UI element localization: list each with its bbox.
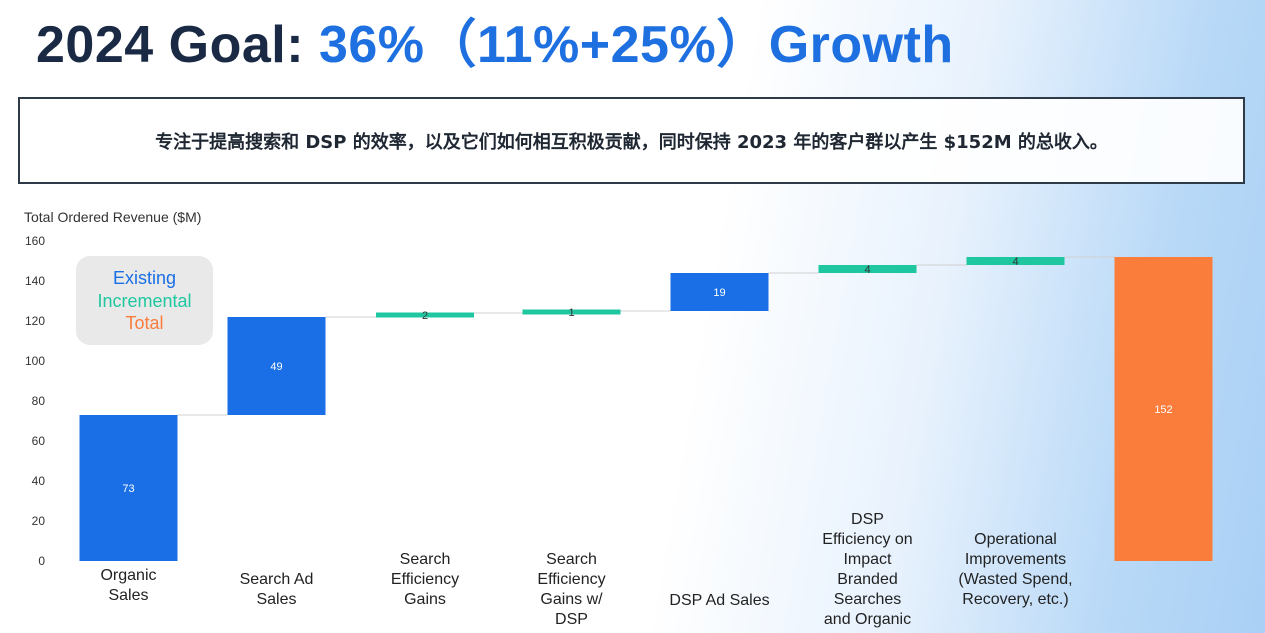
data-label: 4 xyxy=(864,264,870,276)
x-category-label: Search Efficiency Gains w/ DSP xyxy=(537,551,606,628)
x-category-label: Search Ad Sales xyxy=(239,571,314,608)
bar-total xyxy=(1114,257,1213,561)
data-label: 49 xyxy=(270,361,282,373)
legend-incremental: Incremental xyxy=(97,290,192,311)
bar-existing xyxy=(79,415,178,561)
legend-total: Total xyxy=(125,313,164,333)
y-tick-label: 60 xyxy=(32,434,46,448)
y-tick-label: 120 xyxy=(25,314,45,328)
data-label: 2 xyxy=(422,310,428,322)
summary-banner: 专注于提高搜索和 DSP 的效率，以及它们如何相互积极贡献，同时保持 2023 … xyxy=(18,97,1245,184)
title-accent: 36%（11%+25%）Growth xyxy=(318,16,954,74)
y-tick-label: 40 xyxy=(32,474,46,488)
chart-legend: Existing Incremental Total xyxy=(76,256,213,345)
data-label: 19 xyxy=(713,287,725,299)
bar-incremental xyxy=(376,312,474,318)
y-tick-label: 20 xyxy=(32,514,46,528)
legend-existing: Existing xyxy=(112,268,177,288)
data-label: 73 xyxy=(122,483,134,495)
x-category-label: Search Efficiency Gains xyxy=(390,551,460,608)
y-tick-label: 160 xyxy=(25,234,45,248)
y-tick-label: 80 xyxy=(32,394,46,408)
bar-incremental xyxy=(818,265,917,273)
bar-incremental xyxy=(522,309,621,315)
x-category-label: DSP Efficiency on Impact Branded Searche… xyxy=(822,511,913,628)
title-lead: 2024 Goal: xyxy=(36,16,319,74)
bar-incremental xyxy=(966,257,1065,265)
summary-text: 专注于提高搜索和 DSP 的效率，以及它们如何相互积极贡献，同时保持 2023 … xyxy=(155,131,1108,153)
data-label: 1 xyxy=(568,307,574,319)
x-category-label: Operational Improvements (Wasted Spend, … xyxy=(958,531,1073,608)
data-label: 152 xyxy=(1154,404,1172,416)
y-axis-label: Total Ordered Revenue ($M) xyxy=(24,209,202,225)
y-tick-label: 140 xyxy=(25,274,45,288)
y-tick-label: 0 xyxy=(38,554,45,568)
x-category-label: DSP Ad Sales xyxy=(669,592,770,609)
x-category-label: Organic Sales xyxy=(100,567,157,604)
bar-existing xyxy=(670,273,769,311)
page-title: 2024 Goal: 36%（11%+25%）Growth xyxy=(36,10,954,80)
bar-existing xyxy=(227,317,326,415)
data-label: 4 xyxy=(1012,256,1018,268)
y-tick-label: 100 xyxy=(25,354,45,368)
